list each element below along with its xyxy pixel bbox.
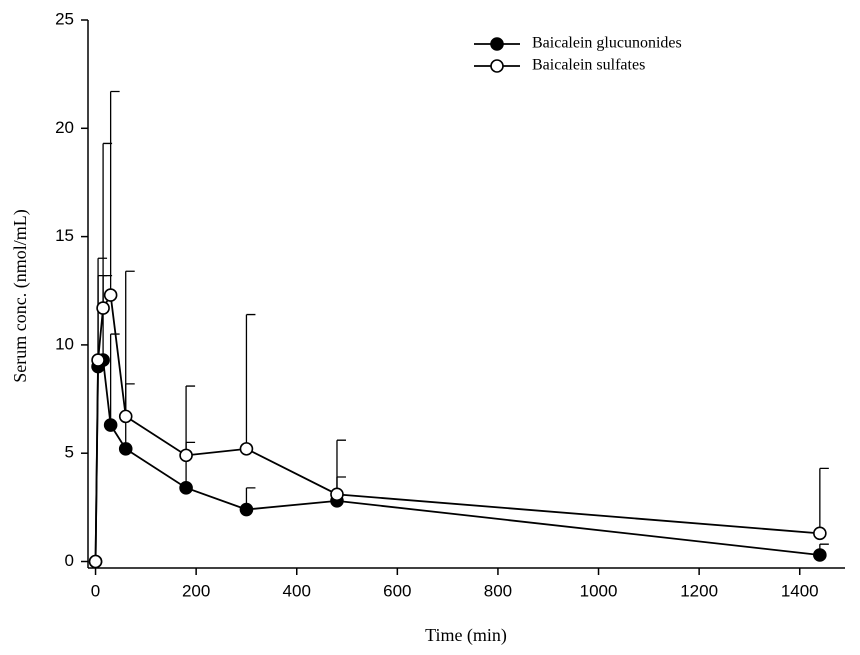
y-tick-label: 20 bbox=[55, 118, 74, 137]
y-tick-label: 15 bbox=[55, 226, 74, 245]
error-bar bbox=[109, 90, 120, 296]
y-tick-label: 5 bbox=[65, 443, 74, 462]
x-tick-label: 600 bbox=[383, 581, 411, 600]
y-axis-label: Serum conc. (nmol/mL) bbox=[10, 209, 31, 382]
y-tick-label: 25 bbox=[55, 9, 74, 28]
data-point bbox=[239, 502, 254, 517]
x-tick-label: 1000 bbox=[580, 581, 618, 600]
data-point bbox=[118, 409, 133, 424]
legend-marker bbox=[490, 59, 504, 73]
data-point bbox=[813, 526, 827, 541]
data-point bbox=[239, 442, 254, 456]
data-point bbox=[813, 548, 827, 562]
data-point bbox=[96, 301, 110, 315]
legend-label: Baicalein glucunonides bbox=[532, 35, 682, 52]
x-tick-label: 400 bbox=[283, 581, 311, 600]
x-axis-label: Time (min) bbox=[425, 625, 507, 646]
data-point bbox=[103, 418, 118, 432]
data-point bbox=[179, 448, 193, 463]
x-tick-label: 800 bbox=[484, 581, 512, 600]
error-bar bbox=[185, 385, 196, 456]
error-bar bbox=[336, 439, 346, 495]
data-point bbox=[179, 481, 193, 495]
data-point bbox=[330, 487, 344, 502]
series-line bbox=[94, 292, 820, 562]
error-bar bbox=[819, 467, 829, 534]
error-bar bbox=[125, 270, 135, 417]
data-point bbox=[91, 353, 105, 367]
data-point bbox=[88, 554, 103, 569]
x-tick-label: 1200 bbox=[680, 581, 718, 600]
error-bar bbox=[109, 333, 120, 426]
y-tick-label: 0 bbox=[65, 551, 74, 570]
x-tick-label: 200 bbox=[182, 581, 210, 600]
x-tick-label: 0 bbox=[91, 581, 100, 600]
y-tick-label: 10 bbox=[55, 334, 74, 353]
data-point bbox=[103, 288, 118, 302]
error-bar bbox=[245, 313, 256, 449]
legend-label: Baicalein sulfates bbox=[532, 57, 645, 74]
legend-marker bbox=[490, 37, 504, 51]
x-tick-label: 1400 bbox=[781, 581, 819, 600]
data-point bbox=[118, 442, 133, 456]
series-line bbox=[94, 357, 820, 562]
